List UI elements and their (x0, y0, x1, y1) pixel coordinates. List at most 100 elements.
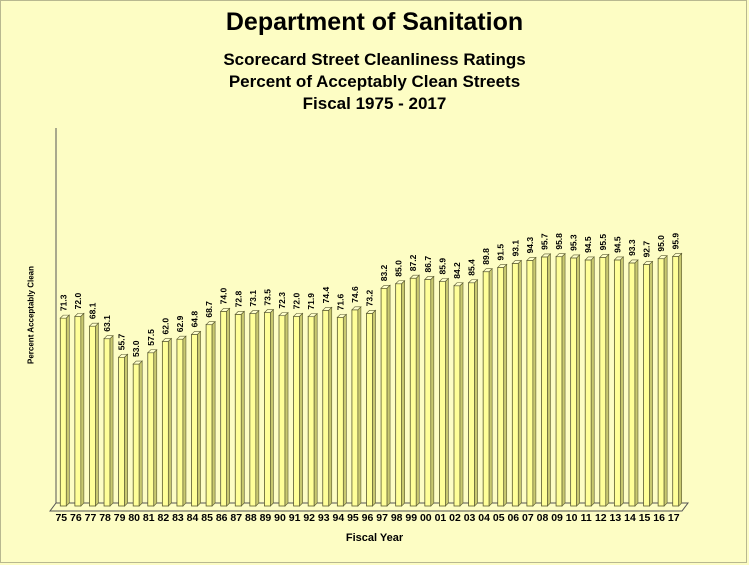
bar (220, 310, 228, 507)
data-label: 86.7 (423, 256, 433, 273)
x-tick-label: 14 (624, 512, 636, 524)
data-label: 53.0 (131, 340, 141, 357)
bar-side (65, 314, 70, 507)
bar (161, 341, 169, 507)
bar-side (532, 256, 537, 507)
x-tick-label: 86 (216, 512, 228, 524)
bar (249, 313, 257, 507)
data-label: 71.3 (58, 294, 68, 311)
bar (497, 267, 505, 507)
bar (59, 317, 67, 507)
x-tick-label: 82 (158, 512, 170, 524)
bar (264, 312, 271, 507)
data-label: 85.4 (467, 259, 477, 276)
data-label: 68.7 (204, 301, 214, 318)
bar (599, 257, 607, 507)
bar (366, 312, 373, 507)
bar (176, 338, 184, 507)
x-tick-label: 08 (537, 512, 549, 524)
data-label: 68.1 (87, 302, 97, 319)
bar (89, 325, 96, 507)
bar (482, 271, 490, 507)
bar (205, 324, 213, 507)
data-label: 57.5 (146, 329, 156, 346)
x-tick-label: 76 (70, 512, 82, 524)
x-tick-label: 06 (507, 512, 519, 524)
bar-side (109, 334, 114, 507)
x-tick-label: 88 (245, 512, 257, 524)
x-tick-label: 09 (551, 512, 563, 524)
bar-side (255, 309, 260, 507)
bar (613, 259, 621, 507)
data-label: 89.8 (481, 248, 491, 265)
x-tick-label: 75 (55, 512, 67, 524)
data-label: 74.6 (350, 286, 360, 303)
x-tick-label: 79 (114, 512, 126, 524)
data-label: 94.3 (525, 237, 535, 254)
bar-side (313, 312, 318, 507)
x-tick-label: 05 (493, 512, 505, 524)
data-label: 95.0 (656, 235, 666, 252)
data-label: 71.9 (306, 293, 316, 310)
x-tick-label: 87 (230, 512, 242, 524)
bar (672, 256, 680, 507)
bar-side (620, 256, 624, 507)
bar-side (168, 337, 172, 507)
x-tick-label: 96 (362, 512, 374, 524)
bar-side (459, 282, 464, 507)
x-tick-label: 98 (391, 512, 403, 524)
data-label: 63.1 (102, 315, 112, 332)
bar-side (634, 259, 639, 507)
bar-side (372, 309, 376, 507)
data-label: 95.5 (598, 234, 608, 251)
bar (103, 338, 111, 507)
data-label: 85.0 (394, 260, 404, 277)
bar-side (518, 259, 522, 507)
bar (234, 313, 242, 507)
x-tick-label: 84 (187, 512, 199, 524)
bar-side (401, 280, 405, 507)
bar-side (138, 360, 143, 507)
data-label: 64.8 (190, 311, 200, 328)
x-tick-label: 17 (668, 512, 680, 524)
bar (657, 258, 665, 507)
x-tick-label: 80 (128, 512, 140, 524)
bar-side (240, 310, 245, 507)
x-tick-label: 10 (566, 512, 578, 524)
bar (132, 363, 140, 507)
bar-side (226, 307, 230, 507)
data-label: 72.8 (233, 291, 243, 308)
bar (424, 279, 432, 507)
bar-side (605, 253, 610, 507)
bar (336, 316, 344, 507)
data-label: 93.3 (627, 239, 637, 256)
data-label: 62.9 (175, 315, 185, 332)
data-label: 94.5 (612, 236, 622, 253)
data-label: 91.5 (496, 244, 506, 261)
data-label: 62.0 (160, 318, 170, 335)
bar-side (386, 284, 391, 507)
bar (118, 356, 126, 507)
x-tick-label: 94 (332, 512, 344, 524)
bar (351, 309, 359, 507)
bar-side (80, 312, 85, 507)
bar-side (357, 306, 362, 507)
x-tick-label: 85 (201, 512, 213, 524)
bar (511, 263, 519, 507)
x-tick-label: 11 (581, 512, 592, 524)
bar-side (124, 353, 128, 507)
x-tick-label: 81 (143, 512, 155, 524)
bar (293, 315, 300, 507)
data-label: 55.7 (117, 333, 127, 350)
data-label: 94.5 (583, 236, 593, 253)
x-tick-label: 90 (274, 512, 286, 524)
bar (395, 283, 403, 507)
data-label: 85.9 (437, 258, 447, 275)
bar-side (503, 263, 508, 507)
x-tick-label: 99 (405, 512, 417, 524)
bar-side (284, 311, 289, 507)
bar-side (678, 252, 683, 507)
bar (643, 264, 650, 507)
